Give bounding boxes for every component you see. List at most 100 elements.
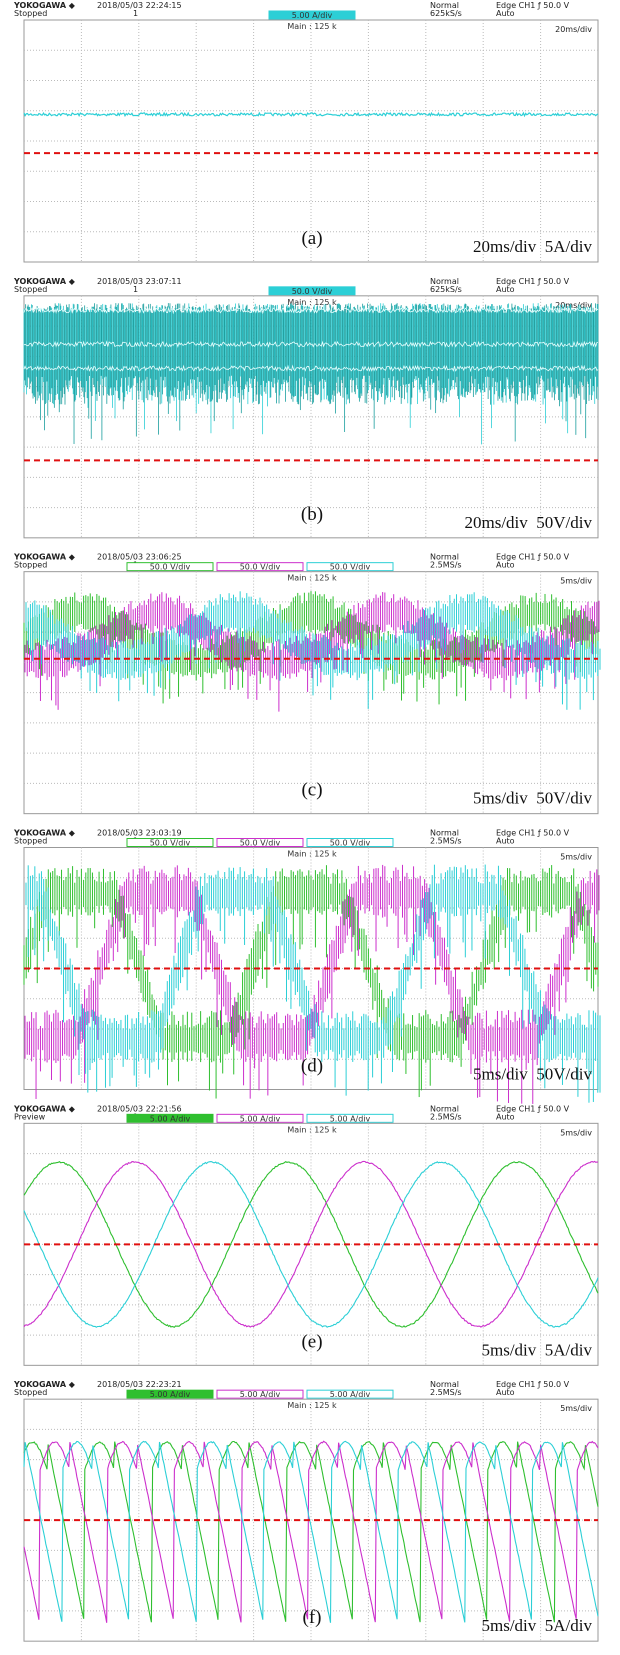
waveform bbox=[23, 340, 598, 349]
channel-tag bbox=[126, 562, 214, 572]
scale-note: 5ms/div 50V/div bbox=[473, 789, 593, 808]
brand: YOKOGAWA ◆ bbox=[13, 553, 76, 562]
channel-tag bbox=[306, 1389, 394, 1399]
channel-label: 5.00 A/div bbox=[240, 1390, 281, 1399]
status: Stopped bbox=[14, 9, 47, 18]
panel-label: (c) bbox=[301, 780, 322, 801]
datetime: 2018/05/03 22:24:15 bbox=[97, 1, 182, 10]
channel-tag bbox=[306, 562, 394, 572]
main-rate: Main : 125 k bbox=[287, 298, 337, 307]
channel-label: 50.0 V/div bbox=[330, 839, 371, 848]
channel-label: 50.0 V/div bbox=[330, 563, 371, 572]
trigger: Edge CH1 ƒ 50.0 V bbox=[496, 277, 570, 286]
mode: Normal bbox=[430, 277, 459, 286]
waveform bbox=[23, 306, 599, 315]
main-rate: Main : 125 k bbox=[287, 574, 337, 583]
channel-tag bbox=[126, 1113, 214, 1123]
scale-note: 5ms/div 5A/div bbox=[481, 1340, 592, 1359]
brand: YOKOGAWA ◆ bbox=[13, 829, 76, 838]
trigger-mode: Auto bbox=[496, 1388, 515, 1397]
trigger: Edge CH1 ƒ 50.0 V bbox=[496, 1104, 570, 1113]
status: Stopped bbox=[14, 1388, 47, 1397]
channel-label: 5.00 A/div bbox=[240, 1114, 281, 1123]
brand: YOKOGAWA ◆ bbox=[13, 277, 76, 286]
channel-label: 50.0 V/div bbox=[150, 563, 191, 572]
waveform bbox=[23, 111, 599, 118]
timebase-tag: 5ms/div bbox=[560, 1128, 592, 1137]
rate: 2.5MS/s bbox=[430, 561, 462, 570]
scale-note: 5ms/div 50V/div bbox=[473, 1065, 593, 1084]
mode: Normal bbox=[430, 829, 459, 838]
rate: 2.5MS/s bbox=[430, 1112, 462, 1121]
scale-note: 20ms/div 50V/div bbox=[464, 513, 592, 532]
brand: YOKOGAWA ◆ bbox=[13, 1104, 76, 1113]
channel-tag bbox=[126, 1389, 214, 1399]
channel-label: 5.00 A/div bbox=[150, 1114, 191, 1123]
waveform bbox=[23, 1440, 599, 1623]
datetime: 2018/05/03 22:23:21 bbox=[97, 1380, 182, 1389]
trigger: Edge CH1 ƒ 50.0 V bbox=[496, 1380, 570, 1389]
status: Preview bbox=[14, 1112, 46, 1121]
trigger-mode: Auto bbox=[496, 837, 515, 846]
timebase-tag: 20ms/div bbox=[555, 301, 592, 310]
timebase-tag: 5ms/div bbox=[560, 853, 592, 862]
trigger-mode: Auto bbox=[496, 285, 515, 294]
waveform bbox=[23, 364, 599, 373]
timebase-tag: 5ms/div bbox=[560, 1404, 592, 1413]
channel-label: 50.0 V/div bbox=[292, 287, 333, 296]
channel-label: 5.00 A/div bbox=[150, 1390, 191, 1399]
waveform bbox=[23, 1440, 599, 1623]
mode: Normal bbox=[430, 1, 459, 10]
main-rate: Main : 125 k bbox=[287, 850, 337, 859]
channel-label: 50.0 V/div bbox=[240, 563, 281, 572]
panel-label: (d) bbox=[301, 1056, 323, 1077]
trigger: Edge CH1 ƒ 50.0 V bbox=[496, 1, 570, 10]
record: 1 bbox=[133, 285, 138, 294]
mode: Normal bbox=[430, 1380, 459, 1389]
channel-tag bbox=[126, 838, 214, 847]
trigger: Edge CH1 ƒ 50.0 V bbox=[496, 829, 570, 838]
channel-tag bbox=[268, 10, 356, 20]
channel-tag bbox=[306, 1113, 394, 1123]
timebase-tag: 20ms/div bbox=[555, 25, 592, 34]
rate: 2.5MS/s bbox=[430, 837, 462, 846]
datetime: 2018/05/03 22:21:56 bbox=[97, 1104, 182, 1113]
mode: Normal bbox=[430, 553, 459, 562]
waveform bbox=[23, 1161, 599, 1328]
channel-tag bbox=[268, 286, 356, 296]
brand: YOKOGAWA ◆ bbox=[13, 1, 76, 10]
record: 1 bbox=[133, 9, 138, 18]
channel-label: 5.00 A/div bbox=[330, 1390, 371, 1399]
main-rate: Main : 125 k bbox=[287, 1401, 337, 1410]
channel-label: 50.0 V/div bbox=[240, 839, 281, 848]
channel-label: 5.00 A/div bbox=[330, 1114, 371, 1123]
channel-tag bbox=[216, 838, 304, 847]
channel-tag bbox=[216, 1389, 304, 1399]
trigger-mode: Auto bbox=[496, 9, 515, 18]
channel-label: 50.0 V/div bbox=[150, 839, 191, 848]
trigger-mode: Auto bbox=[496, 561, 515, 570]
datetime: 2018/05/03 23:06:25 bbox=[97, 553, 182, 562]
waveform bbox=[23, 1160, 598, 1328]
panel-label: (a) bbox=[301, 228, 322, 249]
scale-note: 5ms/div 5A/div bbox=[481, 1616, 592, 1635]
datetime: 2018/05/03 23:03:19 bbox=[97, 829, 182, 838]
main-rate: Main : 125 k bbox=[287, 22, 337, 31]
scale-note: 20ms/div 5A/div bbox=[473, 237, 593, 256]
main-rate: Main : 125 k bbox=[287, 1125, 337, 1134]
rate: 625kS/s bbox=[430, 285, 462, 294]
rate: 2.5MS/s bbox=[430, 1388, 462, 1397]
rate: 625kS/s bbox=[430, 9, 462, 18]
panel-label: (e) bbox=[301, 1331, 322, 1352]
status: Stopped bbox=[14, 561, 47, 570]
panel-label: (f) bbox=[303, 1607, 322, 1628]
channel-tag bbox=[306, 838, 394, 847]
timebase-tag: 5ms/div bbox=[560, 577, 592, 586]
brand: YOKOGAWA ◆ bbox=[13, 1380, 76, 1389]
waveform bbox=[23, 1161, 599, 1328]
datetime: 2018/05/03 23:07:11 bbox=[97, 277, 182, 286]
status: Stopped bbox=[14, 837, 47, 846]
channel-tag bbox=[216, 1113, 304, 1123]
mode: Normal bbox=[430, 1104, 459, 1113]
